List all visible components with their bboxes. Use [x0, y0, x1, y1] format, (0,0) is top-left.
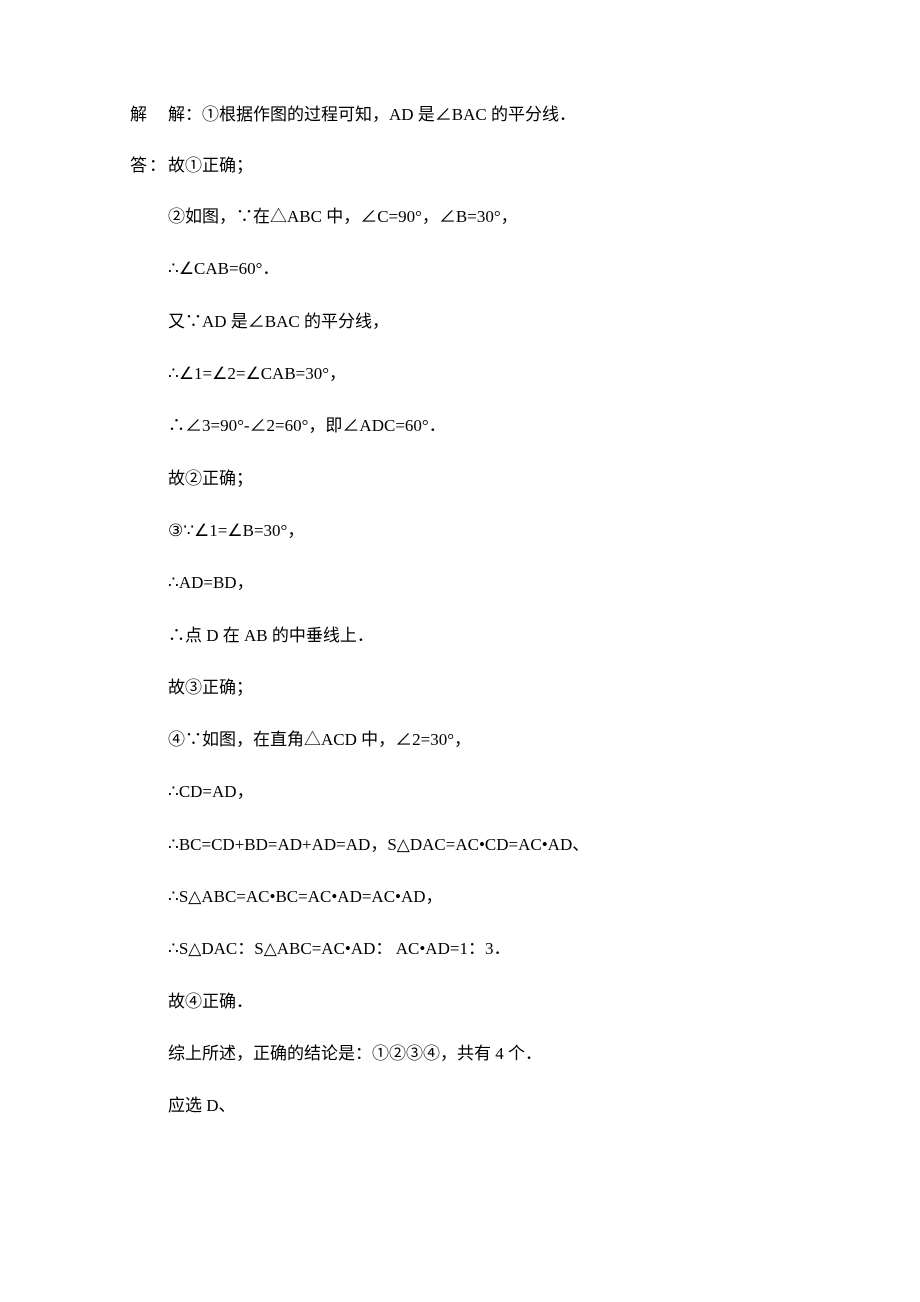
line-12: 故③正确； [130, 672, 800, 704]
line-14: ∴CD=AD， [130, 776, 800, 808]
line-4: ∴∠CAB=60°． [130, 253, 800, 285]
line-19: 综上所述，正确的结论是：①②③④，共有 4 个． [130, 1038, 800, 1070]
line-16: ∴S△ABC=AC•BC=AC•AD=AC•AD， [130, 881, 800, 913]
line-11: ∴点 D 在 AB 的中垂线上． [130, 620, 800, 652]
label-da: 答： [130, 151, 168, 182]
line-15: ∴BC=CD+BD=AD+AD=AD，S△DAC=AC•CD=AC•AD、 [130, 829, 800, 861]
line-6: ∴∠1=∠2=∠CAB=30°， [130, 358, 800, 390]
line-1: 解：①根据作图的过程可知，AD 是∠BAC 的平分线． [168, 100, 800, 131]
line-9: ③∵∠1=∠B=30°， [130, 515, 800, 547]
line-8: 故②正确； [130, 463, 800, 495]
line-18: 故④正确． [130, 986, 800, 1018]
line-7: ∴∠3=90°-∠2=60°，即∠ADC=60°． [130, 410, 800, 442]
line-17: ∴S△DAC：S△ABC=AC•AD： AC•AD=1：3． [130, 933, 800, 965]
line-3: ②如图，∵在△ABC 中，∠C=90°，∠B=30°， [130, 201, 800, 233]
line-20: 应选 D、 [130, 1090, 800, 1122]
line-13: ④∵如图，在直角△ACD 中，∠2=30°， [130, 724, 800, 756]
line-10: ∴AD=BD， [130, 567, 800, 599]
label-jie: 解 [130, 100, 168, 131]
line-2: 故①正确； [168, 151, 800, 182]
line-5: 又∵AD 是∠BAC 的平分线， [130, 306, 800, 338]
